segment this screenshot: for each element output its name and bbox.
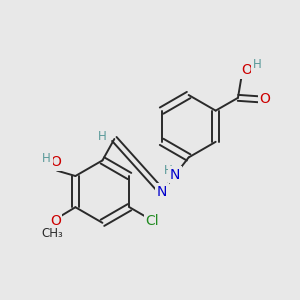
Text: H: H [253, 58, 261, 71]
Text: N: N [157, 185, 167, 199]
Text: H: H [42, 152, 51, 165]
Text: O: O [259, 92, 270, 106]
Text: CH₃: CH₃ [41, 227, 63, 241]
Text: O: O [242, 63, 252, 77]
Text: O: O [50, 155, 61, 169]
Text: H: H [98, 130, 106, 142]
Text: O: O [50, 214, 61, 228]
Text: Cl: Cl [146, 214, 159, 228]
Text: N: N [170, 168, 181, 182]
Text: H: H [164, 164, 172, 177]
